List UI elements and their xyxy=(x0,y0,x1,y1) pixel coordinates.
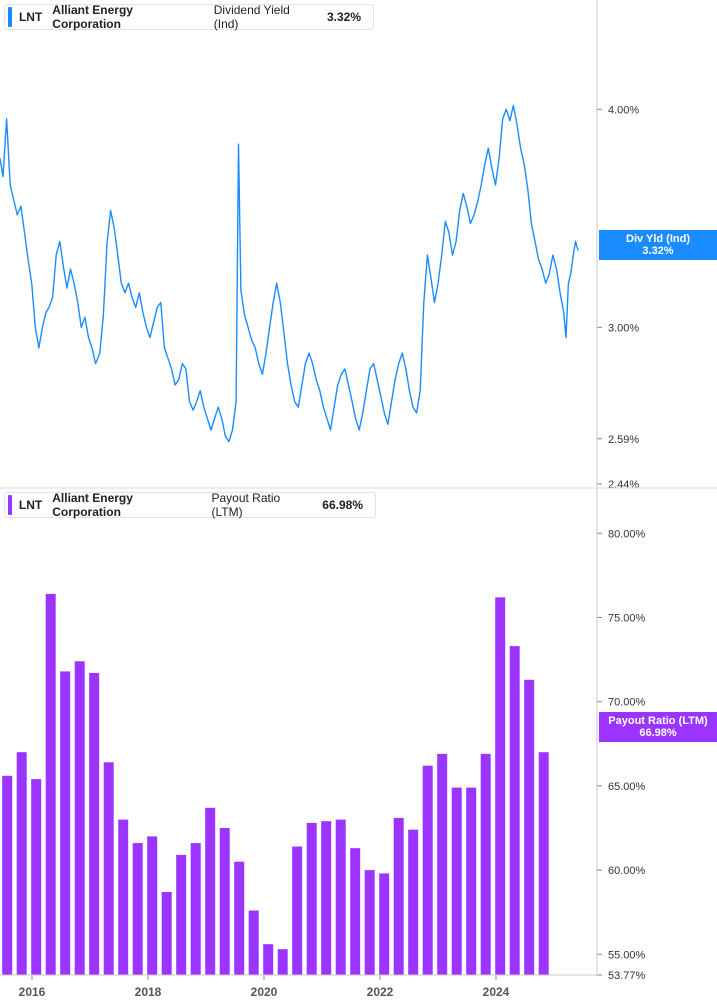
payout-bar xyxy=(480,753,491,975)
payout-bar xyxy=(524,679,535,975)
payout-bar xyxy=(335,819,346,975)
y-tick-label: 3.00% xyxy=(608,322,639,334)
ticker-label: LNT xyxy=(18,498,43,512)
payout-bar xyxy=(422,765,433,975)
payout-bar xyxy=(161,892,172,975)
badge-value: 3.32% xyxy=(642,245,674,257)
y-tick-label: 2.59% xyxy=(608,434,639,446)
payout-bar xyxy=(219,828,230,975)
y-tick-label: 55.00% xyxy=(608,949,646,961)
payout-bar xyxy=(364,870,375,975)
dividend-yield-legend: LNT Alliant Energy Corporation Dividend … xyxy=(4,3,374,31)
company-name: Alliant Energy Corporation xyxy=(52,3,133,31)
payout-bar xyxy=(495,597,506,975)
payout-bar xyxy=(538,752,549,975)
div-yld-badge: Div Yld (Ind) 3.32% xyxy=(599,230,717,260)
payout-ratio-panel: 80.00% 75.00% 70.00% 65.00% 60.00% 55.00% 53.7… xyxy=(2,528,646,982)
payout-ratio-legend: LNT Alliant Energy Corporation Payout Ra… xyxy=(4,491,376,519)
payout-bar xyxy=(379,873,390,975)
y-tick-label: 2.44% xyxy=(608,479,639,491)
payout-bar xyxy=(45,593,56,975)
payout-bar xyxy=(437,753,448,975)
x-axis: 2016 2018 2020 2022 2024 xyxy=(19,975,510,999)
payout-bar xyxy=(451,787,462,975)
company-name: Alliant Energy Corporation xyxy=(52,491,133,519)
payout-bar xyxy=(277,949,288,975)
payout-bar xyxy=(350,848,361,975)
badge-value: 66.98% xyxy=(639,727,677,739)
badge-label: Div Yld (Ind) xyxy=(626,233,690,245)
ticker-label: LNT xyxy=(18,10,43,24)
badge-label: Payout Ratio (LTM) xyxy=(608,715,708,727)
x-tick-label: 2018 xyxy=(135,985,162,999)
current-value: 66.98% xyxy=(322,498,363,512)
dividend-yield-panel: 4.00% 3.00% 2.59% 2.44% xyxy=(0,104,639,491)
series-swatch xyxy=(8,7,12,27)
current-value: 3.32% xyxy=(326,10,361,24)
x-tick-label: 2016 xyxy=(19,985,46,999)
series-name: Dividend Yield (Ind) xyxy=(213,3,290,31)
y-tick-label: 60.00% xyxy=(608,865,646,877)
y-tick-label: 65.00% xyxy=(608,781,646,793)
payout-bar xyxy=(248,910,259,975)
payout-bar xyxy=(147,836,158,975)
y-tick-label: 53.77% xyxy=(608,970,646,982)
payout-bar xyxy=(89,673,100,975)
payout-bar xyxy=(60,671,71,975)
payout-bar xyxy=(292,846,303,975)
payout-bar xyxy=(190,843,201,975)
payout-bar xyxy=(234,861,245,975)
payout-bar xyxy=(393,817,404,975)
payout-bar xyxy=(306,822,317,975)
payout-bar xyxy=(31,779,42,975)
series-swatch xyxy=(8,495,12,515)
payout-ratio-badge: Payout Ratio (LTM) 66.98% xyxy=(599,712,717,742)
payout-bar xyxy=(132,843,143,975)
y-tick-label: 80.00% xyxy=(608,528,646,540)
x-tick-label: 2022 xyxy=(367,985,394,999)
payout-bar xyxy=(176,854,187,975)
payout-bar xyxy=(321,821,332,975)
y-tick-label: 70.00% xyxy=(608,697,646,709)
payout-bar xyxy=(74,661,85,975)
payout-bar xyxy=(466,787,477,975)
y-tick-label: 4.00% xyxy=(608,104,639,116)
payout-bar xyxy=(103,762,114,975)
dividend-yield-line xyxy=(0,104,579,443)
y-tick-label: 75.00% xyxy=(608,612,646,624)
payout-bar xyxy=(408,829,419,975)
payout-bar xyxy=(205,807,216,975)
x-tick-label: 2024 xyxy=(483,985,510,999)
payout-bar xyxy=(263,944,274,975)
payout-bar xyxy=(16,752,27,975)
series-name: Payout Ratio (LTM) xyxy=(211,491,281,519)
payout-bar xyxy=(118,819,129,975)
x-tick-label: 2020 xyxy=(251,985,278,999)
payout-bar xyxy=(509,646,520,975)
payout-bar xyxy=(2,775,13,975)
